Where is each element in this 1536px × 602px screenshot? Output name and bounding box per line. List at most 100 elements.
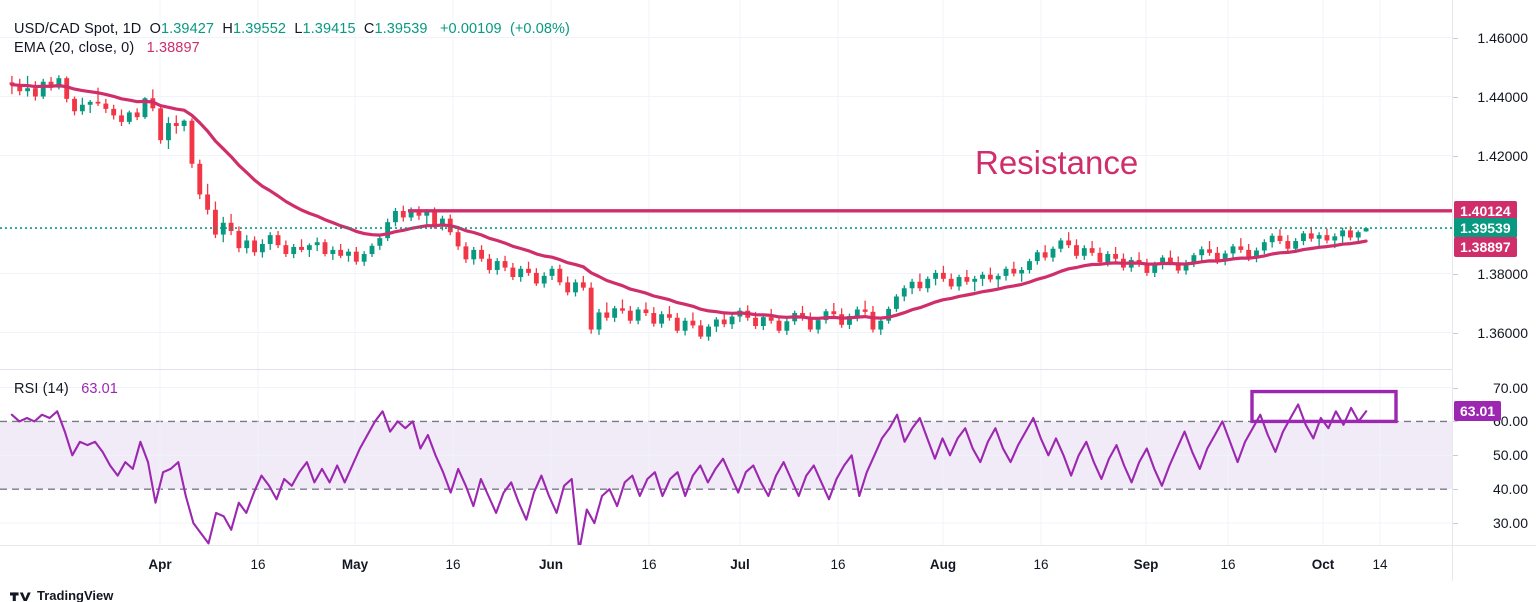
candle-body <box>244 240 250 249</box>
tradingview-logo[interactable]: TradingView <box>10 589 113 602</box>
candle-body <box>291 246 297 255</box>
candle-body <box>1199 249 1205 256</box>
candle-body <box>1222 253 1228 262</box>
candle-body <box>283 245 289 255</box>
resistance-annotation-label[interactable]: Resistance <box>975 144 1139 181</box>
candle-body <box>181 120 187 126</box>
candle-body <box>56 78 62 88</box>
candle-body <box>729 316 735 325</box>
time-axis-tick: Jun <box>538 557 564 572</box>
candle-body <box>674 317 680 331</box>
symbol-legend: USD/CAD Spot, 1D O1.39427 H1.39552 L1.39… <box>14 21 570 37</box>
price-axis-tick: 1.38000 <box>1477 265 1528 282</box>
time-axis-tick: 16 <box>1033 557 1049 572</box>
ohlc-close-label: C <box>363 21 375 37</box>
time-axis-tick: 16 <box>1220 557 1236 572</box>
ohlc-close-value: 1.39539 <box>374 21 428 37</box>
ohlc-low-value: 1.39415 <box>302 21 356 37</box>
ohlc-high-value: 1.39552 <box>232 21 287 37</box>
candle-body <box>870 311 876 330</box>
candle-body <box>1191 255 1197 263</box>
price-badge-ema-price[interactable]: 1.38897 <box>1454 237 1517 258</box>
price-axis-divider <box>1452 0 1453 581</box>
candle-body <box>667 314 672 318</box>
price-axis-tick: 1.36000 <box>1477 324 1528 341</box>
price-change-percent: (+0.08%) <box>509 21 570 37</box>
time-axis-tick: Aug <box>929 557 957 572</box>
candle-body <box>64 78 70 99</box>
candle-body <box>1230 246 1236 254</box>
candle-body <box>612 308 618 318</box>
candle-body <box>565 282 571 293</box>
candle-body <box>956 277 962 287</box>
candle-body <box>964 277 970 282</box>
candle-body <box>72 98 77 112</box>
ohlc-high-label: H <box>222 21 233 37</box>
candle-body <box>776 320 782 331</box>
candle-body <box>526 268 531 273</box>
candle-body <box>353 251 359 262</box>
candle-body <box>831 311 837 315</box>
time-axis[interactable]: Apr 16 May 16 Jun 16 Jul 16 Aug 16 Sep 16 Oct 14 <box>0 545 1452 581</box>
ohlc-open-label: O <box>149 21 161 37</box>
candle-body <box>753 317 758 327</box>
rsi-axis-tickmark <box>1452 387 1458 389</box>
candle-body <box>987 274 993 280</box>
candle-body <box>393 210 398 223</box>
price-axis[interactable]: 1.46000 1.44000 1.42000 1.38000 1.36000 1.401… <box>1452 0 1536 545</box>
candle-body <box>1152 264 1158 273</box>
candle-body <box>917 281 923 289</box>
candle-body <box>886 308 892 321</box>
candle-body <box>1105 254 1111 263</box>
chart-plot-area[interactable] <box>0 0 1452 545</box>
candle-body <box>1058 240 1064 249</box>
candle-body <box>1034 252 1040 262</box>
candle-body <box>369 245 375 255</box>
rsi-title[interactable]: RSI (14) <box>14 381 69 397</box>
candle-body <box>1261 242 1267 251</box>
symbol-name[interactable]: USD/CAD Spot, 1D <box>14 21 142 37</box>
rsi-axis-tickmark <box>1452 455 1458 457</box>
candle-body <box>440 218 445 226</box>
candle-body <box>346 251 351 256</box>
ema-value: 1.38897 <box>146 40 200 56</box>
candle-body <box>220 222 226 235</box>
candle-body <box>424 211 430 216</box>
candle-body <box>760 317 766 327</box>
time-axis-tick: May <box>341 557 369 572</box>
candle-body <box>267 235 273 244</box>
candle-body <box>541 275 547 284</box>
candle-body <box>549 268 555 276</box>
candle-body <box>1285 241 1291 249</box>
ema-title[interactable]: EMA (20, close, 0) <box>14 40 135 56</box>
candle-body <box>502 261 508 268</box>
rsi-value-badge[interactable]: 63.01 <box>1454 401 1502 422</box>
candle-body <box>455 232 461 247</box>
candle-body <box>1277 235 1283 242</box>
candle-body <box>1301 233 1306 242</box>
candle-body <box>95 101 101 104</box>
candle-body <box>103 103 109 109</box>
candle-body <box>721 319 727 325</box>
candle-body <box>173 123 179 126</box>
price-axis-tickmark <box>1452 37 1458 39</box>
candle-body <box>1011 268 1017 274</box>
candle-body <box>878 320 884 330</box>
candle-body <box>1246 249 1252 259</box>
candle-body <box>995 275 1001 280</box>
rsi-axis-tick: 40.00 <box>1492 481 1528 498</box>
candle-body <box>306 245 312 250</box>
pane-separator <box>0 369 1536 370</box>
price-badge-resistance-price[interactable]: 1.40124 <box>1454 200 1517 221</box>
price-badge-last-price[interactable]: 1.39539 <box>1454 218 1517 239</box>
candle-body <box>486 258 492 270</box>
candle-body <box>1050 248 1056 258</box>
rsi-axis-tickmark <box>1452 489 1458 491</box>
candle-body <box>330 249 336 255</box>
candle-body <box>463 246 469 260</box>
candle-body <box>322 242 328 255</box>
candle-body <box>494 261 500 270</box>
time-axis-tick: 16 <box>250 557 266 572</box>
candle-body <box>1324 235 1330 241</box>
